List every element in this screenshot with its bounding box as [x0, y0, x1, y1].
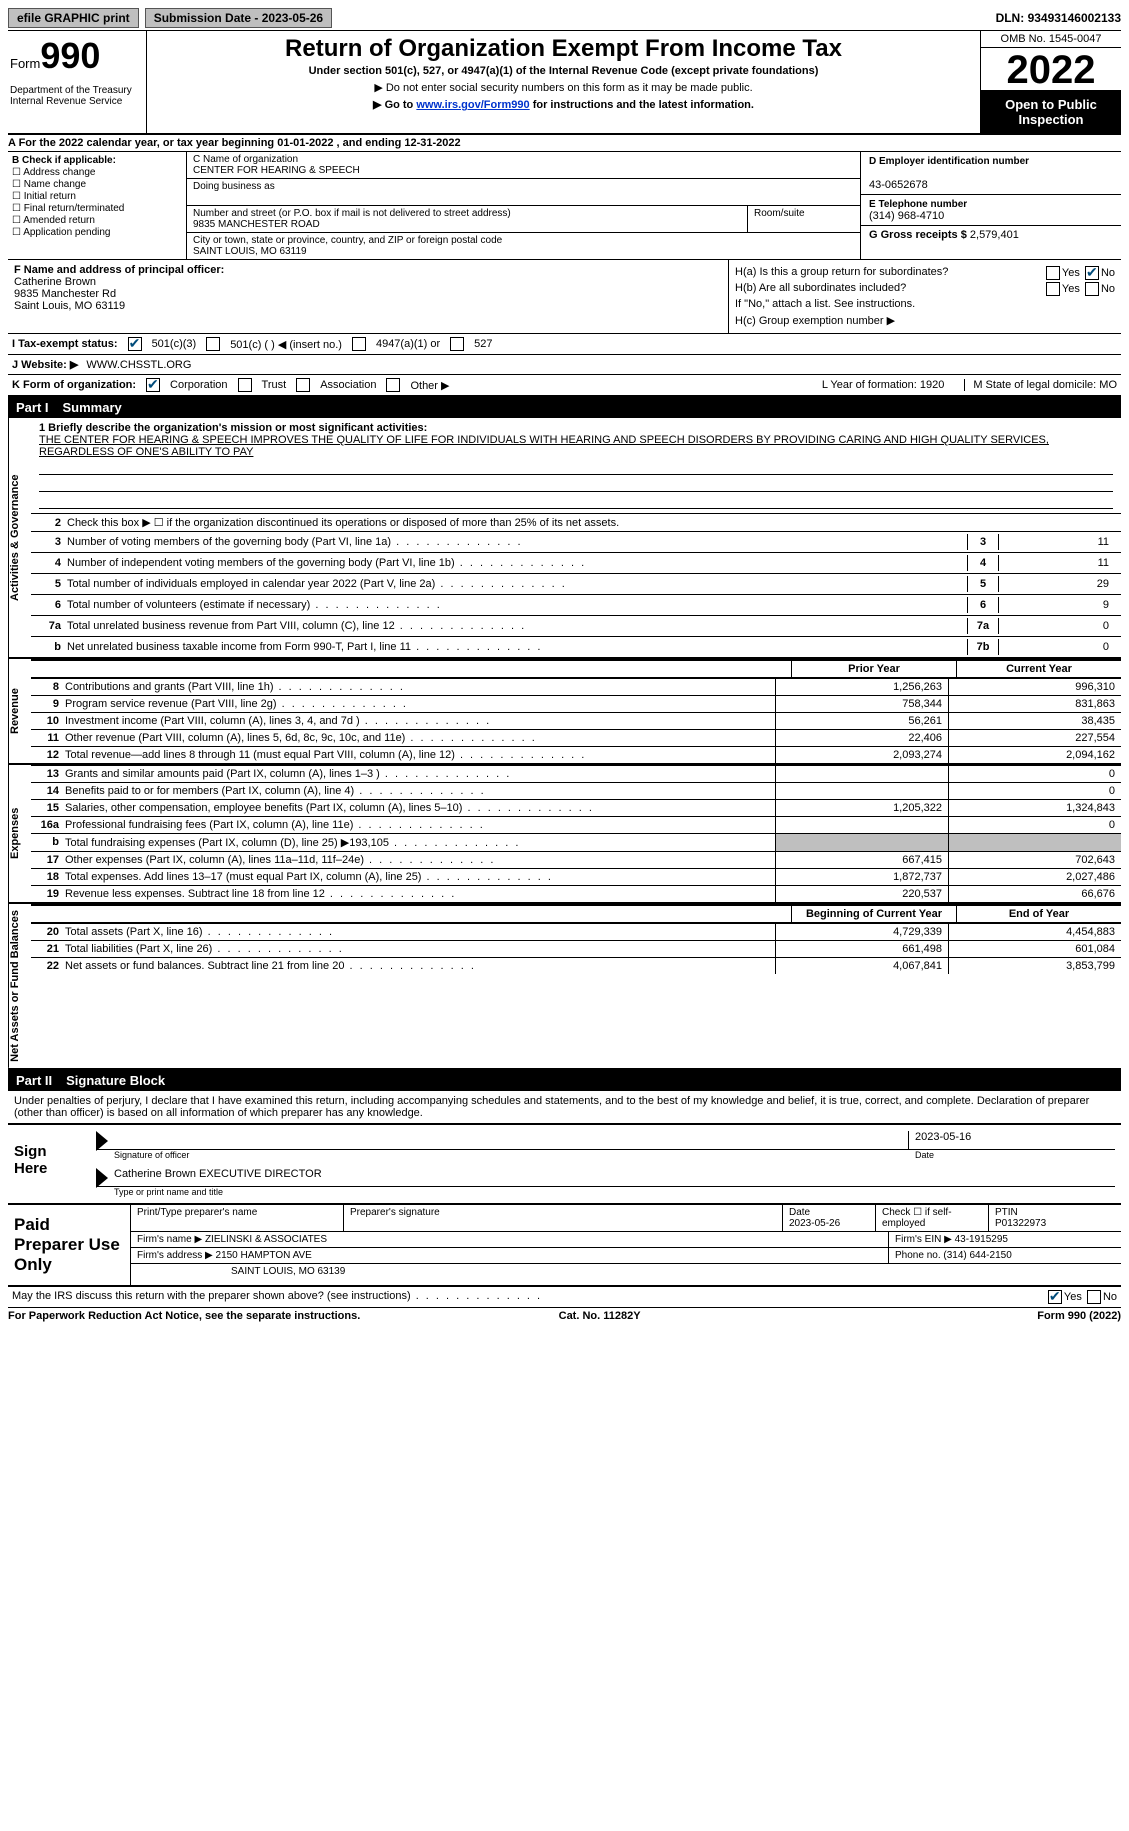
top-bar: efile GRAPHIC print Submission Date - 20… [8, 8, 1121, 31]
telephone: (314) 968-4710 [869, 210, 944, 222]
line-13: 13Grants and similar amounts paid (Part … [31, 765, 1121, 782]
line-21: 21Total liabilities (Part X, line 26) 66… [31, 940, 1121, 957]
part1-header: Part ISummary [8, 397, 1121, 418]
chk-trust[interactable] [238, 378, 252, 392]
footer-line: For Paperwork Reduction Act Notice, see … [8, 1308, 1121, 1322]
website-url: WWW.CHSSTL.ORG [86, 359, 191, 371]
line-14: 14Benefits paid to or for members (Part … [31, 782, 1121, 799]
gross-receipts: 2,579,401 [970, 229, 1019, 241]
open-to-public: Open to Public Inspection [981, 91, 1121, 133]
discuss-yes[interactable] [1048, 1290, 1062, 1304]
line-17: 17Other expenses (Part IX, column (A), l… [31, 851, 1121, 868]
ha-no[interactable] [1085, 266, 1099, 280]
box-b: B Check if applicable: ☐ Address change … [8, 152, 187, 259]
hb-yes[interactable] [1046, 282, 1060, 296]
paid-preparer-block: Paid Preparer Use Only Print/Type prepar… [8, 1205, 1121, 1287]
note-link: ▶ Go to www.irs.gov/Form990 for instruct… [153, 98, 974, 111]
arrow-icon [96, 1168, 108, 1188]
form-subtitle: Under section 501(c), 527, or 4947(a)(1)… [153, 65, 974, 77]
vtab-revenue: Revenue [8, 659, 31, 763]
line-22: 22Net assets or fund balances. Subtract … [31, 957, 1121, 974]
year-formation: L Year of formation: 1920 [822, 379, 945, 391]
line-8: 8Contributions and grants (Part VIII, li… [31, 678, 1121, 695]
expenses-section: Expenses 13Grants and similar amounts pa… [8, 765, 1121, 904]
line-12: 12Total revenue—add lines 8 through 11 (… [31, 746, 1121, 763]
line-b: bTotal fundraising expenses (Part IX, co… [31, 833, 1121, 851]
vtab-net: Net Assets or Fund Balances [8, 904, 31, 1068]
omb-number: OMB No. 1545-0047 [981, 31, 1121, 48]
line-7a: 7aTotal unrelated business revenue from … [31, 615, 1121, 636]
discuss-no[interactable] [1087, 1290, 1101, 1304]
line-10: 10Investment income (Part VIII, column (… [31, 712, 1121, 729]
line-9: 9Program service revenue (Part VIII, lin… [31, 695, 1121, 712]
line-20: 20Total assets (Part X, line 16) 4,729,3… [31, 923, 1121, 940]
city-state-zip: SAINT LOUIS, MO 63119 [193, 246, 307, 257]
line-15: 15Salaries, other compensation, employee… [31, 799, 1121, 816]
perjury-declaration: Under penalties of perjury, I declare th… [8, 1091, 1121, 1123]
box-c: C Name of organizationCENTER FOR HEARING… [187, 152, 860, 259]
website-row: J Website: ▶ WWW.CHSSTL.ORG [8, 355, 1121, 375]
net-assets-section: Net Assets or Fund Balances Beginning of… [8, 904, 1121, 1070]
officer-signature-name: Catherine Brown EXECUTIVE DIRECTOR [114, 1168, 322, 1186]
discuss-row: May the IRS discuss this return with the… [8, 1287, 1121, 1308]
line-2: 2Check this box ▶ ☐ if the organization … [31, 513, 1121, 531]
line-19: 19Revenue less expenses. Subtract line 1… [31, 885, 1121, 902]
chk-final-return[interactable]: ☐ Final return/terminated [12, 203, 182, 214]
officer-group-row: F Name and address of principal officer:… [8, 260, 1121, 334]
chk-assoc[interactable] [296, 378, 310, 392]
chk-name-change[interactable]: ☐ Name change [12, 179, 182, 190]
line-5: 5Total number of individuals employed in… [31, 573, 1121, 594]
dept-label: Department of the Treasury Internal Reve… [10, 85, 140, 107]
state-domicile: M State of legal domicile: MO [964, 379, 1117, 391]
ha-yes[interactable] [1046, 266, 1060, 280]
submission-button[interactable]: Submission Date - 2023-05-26 [145, 8, 332, 28]
tax-year: 2022 [981, 48, 1121, 91]
revenue-section: Revenue Prior YearCurrent Year 8Contribu… [8, 659, 1121, 765]
chk-amended[interactable]: ☐ Amended return [12, 215, 182, 226]
form-number: Form990 [10, 35, 140, 77]
chk-4947[interactable] [352, 337, 366, 351]
ein: 43-0652678 [869, 179, 928, 191]
form-header: Form990 Department of the Treasury Inter… [8, 31, 1121, 135]
line-4: 4Number of independent voting members of… [31, 552, 1121, 573]
hb-no[interactable] [1085, 282, 1099, 296]
note-ssn: ▶ Do not enter social security numbers o… [153, 81, 974, 94]
irs-link[interactable]: www.irs.gov/Form990 [416, 99, 529, 111]
street-address: 9835 MANCHESTER ROAD [193, 219, 320, 230]
line-6: 6Total number of volunteers (estimate if… [31, 594, 1121, 615]
period-line: A For the 2022 calendar year, or tax yea… [8, 135, 1121, 152]
line-18: 18Total expenses. Add lines 13–17 (must … [31, 868, 1121, 885]
chk-501c3[interactable] [128, 337, 142, 351]
entity-block: B Check if applicable: ☐ Address change … [8, 152, 1121, 260]
vtab-activities: Activities & Governance [8, 418, 31, 657]
chk-application-pending[interactable]: ☐ Application pending [12, 227, 182, 238]
org-name: CENTER FOR HEARING & SPEECH [193, 165, 360, 176]
chk-initial-return[interactable]: ☐ Initial return [12, 191, 182, 202]
chk-527[interactable] [450, 337, 464, 351]
form-title: Return of Organization Exempt From Incom… [153, 35, 974, 63]
chk-corp[interactable] [146, 378, 160, 392]
tax-exempt-status: I Tax-exempt status: 501(c)(3) 501(c) ( … [8, 334, 1121, 355]
vtab-expenses: Expenses [8, 765, 31, 902]
sign-here-block: Sign Here 2023-05-16 Signature of office… [8, 1123, 1121, 1205]
chk-other[interactable] [386, 378, 400, 392]
efile-button[interactable]: efile GRAPHIC print [8, 8, 139, 28]
activities-governance: Activities & Governance 1 Briefly descri… [8, 418, 1121, 659]
line-16a: 16aProfessional fundraising fees (Part I… [31, 816, 1121, 833]
form-of-org-row: K Form of organization: Corporation Trus… [8, 375, 1121, 397]
box-d: D Employer identification number43-06526… [860, 152, 1121, 259]
arrow-icon [96, 1131, 108, 1151]
line-11: 11Other revenue (Part VIII, column (A), … [31, 729, 1121, 746]
officer-name: Catherine Brown [14, 276, 96, 288]
chk-501c[interactable] [206, 337, 220, 351]
dln-label: DLN: 93493146002133 [996, 11, 1121, 25]
chk-address-change[interactable]: ☐ Address change [12, 167, 182, 178]
mission-text: THE CENTER FOR HEARING & SPEECH IMPROVES… [39, 434, 1049, 458]
line-3: 3Number of voting members of the governi… [31, 531, 1121, 552]
line-b: bNet unrelated business taxable income f… [31, 636, 1121, 657]
part2-header: Part IISignature Block [8, 1070, 1121, 1091]
